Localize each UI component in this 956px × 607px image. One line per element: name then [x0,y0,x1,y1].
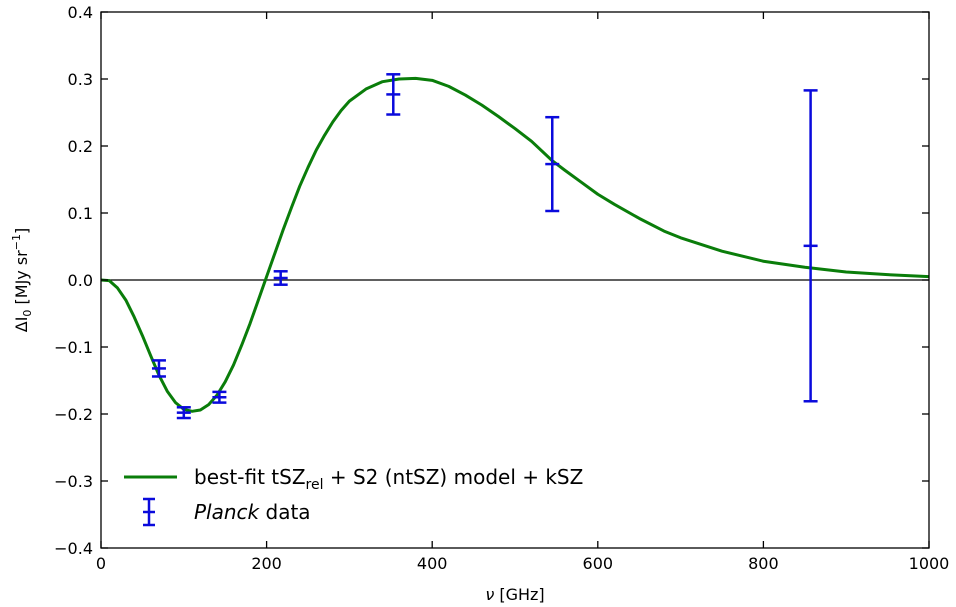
legend: best-fit tSZrel + S2 (ntSZ) model + kSZ … [124,465,583,527]
planck-data-point-3 [212,390,227,404]
x-tick-label: 1000 [909,554,950,573]
y-tick-label: 0.3 [68,70,93,89]
planck-data-point-7 [803,89,818,403]
y-tick-label: 0.4 [68,3,93,22]
model-curve [100,76,930,413]
y-tick-label: 0.0 [68,271,93,290]
x-tick-label: 400 [417,554,448,573]
y-tick-label: −0.4 [54,539,93,558]
legend-curve-label-sub: rel [306,477,324,493]
planck-data-point-5 [386,73,401,116]
y-tick-label: −0.1 [54,338,93,357]
x-tick-label: 0 [96,554,106,573]
legend-curve-label: best-fit tSZrel + S2 (ntSZ) model + kSZ [194,465,583,493]
legend-errorbar-label-italic: Planck [194,500,261,524]
x-tick-label: 200 [251,554,282,573]
x-tick-label: 600 [583,554,614,573]
legend-errorbar-swatch [143,497,155,527]
y-axis-label-unit: [MJy sr [12,250,31,310]
y-axis-label-close: ] [12,228,31,234]
y-tick-label: −0.2 [54,405,93,424]
legend-curve-label-suffix: + S2 (ntSZ) model + kSZ [323,465,583,489]
y-tick-label: 0.2 [68,137,93,156]
y-axis-label-sup: −1 [10,234,23,250]
y-tick-label: −0.3 [54,472,93,491]
x-axis-label-unit: [GHz] [494,585,544,604]
legend-curve-label-prefix: best-fit tSZ [194,465,306,489]
legend-errorbar-label-suffix: data [259,500,310,524]
x-tick-label: 800 [748,554,779,573]
x-axis-label-symbol: ν [485,585,494,604]
planck-data-point-6 [545,115,560,213]
planck-data-point-4 [273,270,288,286]
y-axis-label-main: ΔI [12,317,31,333]
y-axis-label: ΔI0 [MJy sr−1] [10,228,34,332]
planck-data-point-1 [151,359,166,378]
legend-errorbar-label: Planck data [194,500,311,524]
planck-data-point-2 [176,406,191,420]
x-axis-label: ν [GHz] [485,585,544,604]
y-axis-label-sub: 0 [21,310,34,317]
y-tick-label: 0.1 [68,204,93,223]
